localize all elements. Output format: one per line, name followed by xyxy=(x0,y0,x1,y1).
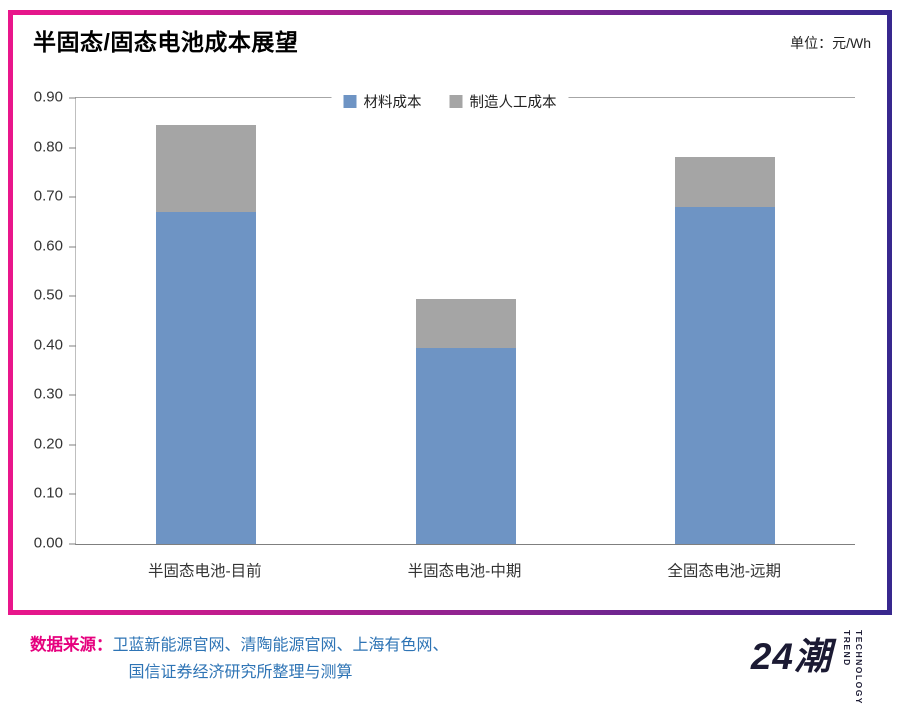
y-tick-label: 0.20 xyxy=(33,435,63,453)
y-tick-label: 0.30 xyxy=(33,385,63,403)
legend-label: 材料成本 xyxy=(363,95,422,111)
data-source: 数据来源： 卫蓝新能源官网、清陶能源官网、上海有色网、 国信证券经济研究所整理与… xyxy=(30,632,449,686)
chart-title: 半固态/固态电池成本展望 xyxy=(33,29,299,55)
x-axis-category-label: 全固态电池-远期 xyxy=(667,563,781,580)
unit-label: 单位：元/Wh xyxy=(790,35,871,51)
bar-segment-material-cost xyxy=(675,207,776,544)
x-axis-category-label: 半固态电池-目前 xyxy=(147,563,262,580)
y-tick-mark xyxy=(69,444,76,446)
y-tick-mark xyxy=(69,97,76,99)
logo-tagline: TREND TECHNOLOGY xyxy=(842,630,864,705)
y-tick-label: 0.90 xyxy=(33,88,63,106)
chart-panel: 半固态/固态电池成本展望 单位：元/Wh 材料成本 制造人工成本 0.00 0.1… xyxy=(8,10,892,615)
data-source-text: 卫蓝新能源官网、清陶能源官网、上海有色网、 国信证券经济研究所整理与测算 xyxy=(113,632,449,686)
y-tick-label: 0.70 xyxy=(33,187,63,205)
legend-swatch xyxy=(343,95,357,108)
legend-item-labor-cost: 制造人工成本 xyxy=(449,91,557,112)
data-source-line: 国信证券经济研究所整理与测算 xyxy=(128,664,353,681)
bar-segment-manufacturing-labor-cost xyxy=(155,125,256,212)
y-tick-mark xyxy=(69,246,76,248)
plot-area xyxy=(69,97,855,545)
y-tick-label: 0.10 xyxy=(33,484,63,502)
logo-word-technology: TECHNOLOGY xyxy=(854,630,864,705)
y-tick-label: 0.50 xyxy=(33,286,63,304)
y-tick-label: 0.80 xyxy=(33,138,63,156)
data-source-line: 卫蓝新能源官网、清陶能源官网、上海有色网、 xyxy=(112,637,449,654)
chart-legend: 材料成本 制造人工成本 xyxy=(331,89,569,114)
y-tick-mark xyxy=(69,345,76,347)
y-tick-mark xyxy=(69,295,76,297)
legend-item-material-cost: 材料成本 xyxy=(343,91,422,112)
y-tick-mark xyxy=(69,147,76,149)
logo-text: 24潮 xyxy=(750,636,832,677)
y-tick-mark xyxy=(69,196,76,198)
y-tick-mark xyxy=(69,394,76,396)
y-tick-label: 0.40 xyxy=(33,336,63,354)
legend-swatch xyxy=(449,95,463,108)
y-axis: 0.00 0.10 0.20 0.30 0.40 0.50 0.60 0.70 0.80 0.90 xyxy=(13,89,63,552)
y-tick-label: 0.00 xyxy=(33,534,63,552)
y-tick-mark xyxy=(69,493,76,495)
bar-segment-material-cost xyxy=(155,211,256,544)
legend-label: 制造人工成本 xyxy=(469,95,557,111)
bar-segment-manufacturing-labor-cost xyxy=(675,157,776,208)
y-tick-mark xyxy=(69,543,76,545)
x-axis: 半固态电池-目前 半固态电池-中期 全固态电池-远期 xyxy=(75,559,855,583)
logo-word-trend: TREND xyxy=(842,630,852,667)
y-tick-label: 0.60 xyxy=(33,237,63,255)
data-source-label: 数据来源： xyxy=(30,636,113,654)
brand-logo: 24潮 TREND TECHNOLOGY xyxy=(750,626,864,705)
bar-segment-material-cost xyxy=(415,348,516,544)
x-axis-category-label: 半固态电池-中期 xyxy=(407,563,522,580)
bar-segment-manufacturing-labor-cost xyxy=(415,298,516,349)
